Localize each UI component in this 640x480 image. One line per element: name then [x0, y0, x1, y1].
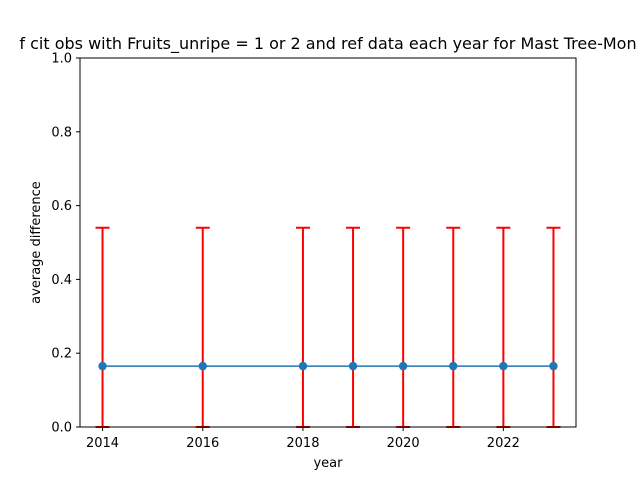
plot-frame [79, 57, 577, 428]
data-point [348, 361, 358, 371]
data-point [549, 361, 558, 371]
y-tick-label: 0.2 [51, 347, 72, 362]
x-tick-label: 2014 [86, 436, 119, 451]
chart-title: f cit obs with Fruits_unripe = 1 or 2 an… [19, 34, 636, 54]
data-point [449, 361, 458, 371]
y-tick-label: 0.6 [51, 199, 72, 214]
data-point [198, 361, 207, 371]
x-tick-label: 2020 [387, 436, 420, 451]
data-point [499, 361, 508, 371]
data-point [98, 361, 107, 371]
x-axis-label: year [313, 456, 343, 471]
x-tick-label: 2016 [186, 436, 219, 451]
y-axis: 0.0 0.2 0.4 0.6 0.8 1.0 [51, 52, 80, 436]
y-tick-label: 0.8 [51, 125, 72, 140]
data-point [298, 361, 308, 371]
series-group [98, 361, 558, 371]
x-tick-label: 2022 [487, 436, 520, 451]
y-tick-label: 0.4 [51, 273, 72, 288]
y-tick-label: 1.0 [51, 52, 72, 67]
x-axis: 2014 2016 2018 2020 2022 [86, 427, 520, 451]
data-point [398, 361, 408, 371]
y-tick-label: 0.0 [51, 421, 72, 436]
x-tick-label: 2018 [286, 436, 319, 451]
y-axis-label: average difference [29, 181, 44, 304]
